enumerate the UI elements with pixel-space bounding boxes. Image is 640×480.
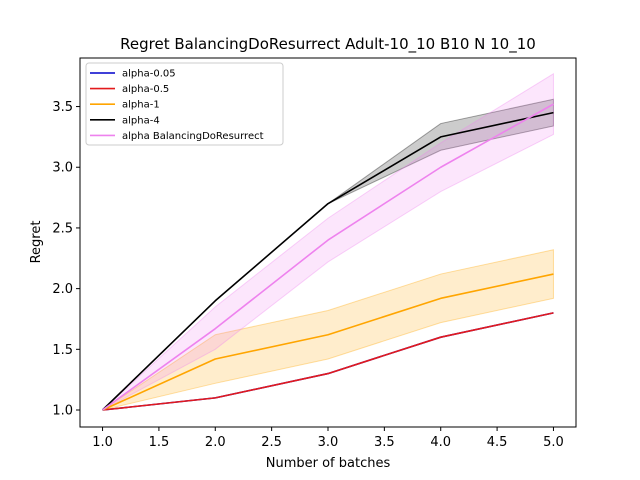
y-tick-label: 3.5 <box>52 100 73 115</box>
y-axis-label: Regret <box>29 221 44 264</box>
x-tick-label: 1.5 <box>149 435 170 450</box>
line-series-3 <box>101 111 554 411</box>
x-tick-label: 4.5 <box>487 435 508 450</box>
x-tick-label: 4.0 <box>430 435 451 450</box>
line-series-2 <box>102 273 554 411</box>
x-tick-label: 3.5 <box>374 435 395 450</box>
legend-entry-label: alpha-0.5 <box>122 84 169 95</box>
y-axis: 1.0 1.5 2.0 2.5 3.0 3.5 <box>52 100 80 419</box>
legend-box <box>85 62 284 146</box>
y-tick-label: 2.0 <box>52 282 73 297</box>
x-tick-label: 5.0 <box>543 435 564 450</box>
x-tick-label: 2.0 <box>205 435 226 450</box>
x-axis: 1.0 1.5 2.0 2.5 3.0 3.5 4.0 4.5 5.0 <box>92 427 564 450</box>
legend-entry-label: alpha-0.05 <box>122 69 176 80</box>
x-tick-label: 2.5 <box>261 435 282 450</box>
legend-entry-label: alpha BalancingDoResurrect <box>122 131 264 142</box>
x-tick-label: 1.0 <box>92 435 113 450</box>
y-tick-label: 1.0 <box>52 404 73 419</box>
legend-entry-label: alpha-4 <box>122 115 160 126</box>
legend: alpha-0.05 alpha-0.5 alpha-1 alpha-4 alpha B… <box>85 62 284 146</box>
x-axis-label: Number of batches <box>266 456 391 471</box>
y-tick-label: 3.0 <box>52 161 73 176</box>
x-tick-label: 3.0 <box>318 435 339 450</box>
legend-entry-label: alpha-1 <box>122 100 160 111</box>
y-tick-label: 1.5 <box>52 343 73 358</box>
line-series-4 <box>102 103 554 411</box>
chart-title: Regret BalancingDoResurrect Adult-10_10 … <box>120 35 536 54</box>
series-lines <box>101 103 554 411</box>
y-tick-label: 2.5 <box>52 221 73 236</box>
line-series-1 <box>102 312 554 411</box>
